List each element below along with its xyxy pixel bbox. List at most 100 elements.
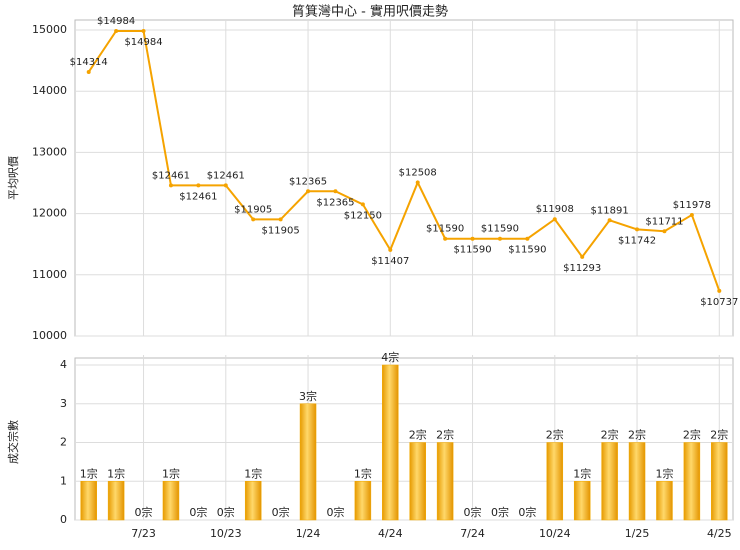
price-point: [360, 202, 365, 207]
price-point: [607, 218, 612, 223]
data-label: $12461: [152, 170, 190, 181]
price-point: [141, 28, 146, 33]
price-point: [251, 217, 256, 222]
data-label: 1宗: [107, 466, 125, 480]
bar: [683, 442, 701, 521]
price-point: [635, 227, 640, 232]
data-label: $11978: [673, 200, 711, 211]
data-label: $11711: [645, 216, 683, 227]
price-point: [689, 212, 694, 217]
bar: [354, 481, 372, 521]
data-label: 0宗: [272, 505, 290, 519]
y-tick-label: 0: [60, 513, 67, 526]
data-label: $12508: [399, 168, 437, 179]
data-label: $11891: [591, 205, 629, 216]
price-point: [388, 247, 393, 252]
price-point: [86, 69, 91, 74]
price-point: [223, 183, 228, 188]
bar: [656, 481, 673, 521]
data-label: $12150: [344, 210, 382, 221]
price-point: [278, 217, 283, 222]
y-tick-label: 3: [60, 397, 67, 410]
data-label: $14984: [124, 37, 162, 48]
price-point: [114, 28, 119, 33]
data-label: $12461: [179, 191, 217, 202]
y-tick-label: 12000: [32, 207, 67, 220]
bar: [601, 442, 618, 521]
data-label: $11590: [481, 224, 519, 235]
price-point: [497, 236, 502, 241]
data-label: $11407: [371, 256, 409, 267]
y-tick-label: 13000: [32, 145, 67, 158]
price-point: [443, 236, 448, 241]
price-point: [333, 189, 338, 194]
bar: [162, 481, 180, 521]
bar: [107, 481, 125, 521]
y-tick-label: 4: [60, 358, 67, 371]
data-label: 0宗: [491, 505, 509, 519]
bar: [244, 481, 262, 521]
data-label: 2宗: [710, 428, 728, 442]
x-tick-label: 1/25: [625, 527, 650, 540]
bar: [382, 364, 399, 521]
data-label: 1宗: [655, 466, 673, 480]
data-label: 4宗: [381, 350, 399, 364]
y-tick-label: 14000: [32, 84, 67, 97]
y-tick-label: 11000: [32, 268, 67, 281]
y-tick-label: 15000: [32, 23, 67, 36]
bar: [299, 403, 317, 521]
price-point: [470, 236, 475, 241]
bar: [80, 481, 97, 521]
data-label: 2宗: [409, 428, 427, 442]
data-label: 2宗: [628, 428, 646, 442]
price-point: [168, 183, 173, 188]
data-label: 0宗: [189, 505, 207, 519]
data-label: 0宗: [326, 505, 344, 519]
price-point: [580, 254, 585, 259]
data-label: 1宗: [244, 466, 262, 480]
x-tick-label: 7/24: [460, 527, 485, 540]
data-label: 0宗: [518, 505, 536, 519]
data-label: $11742: [618, 235, 656, 246]
data-label: 2宗: [436, 428, 454, 442]
x-tick-label: 1/24: [296, 527, 321, 540]
data-label: $11590: [426, 224, 464, 235]
bar: [711, 442, 728, 521]
bar: [546, 442, 564, 521]
y-axis-label: 成交宗數: [6, 420, 20, 464]
data-label: 2宗: [683, 428, 701, 442]
data-label: 2宗: [546, 428, 564, 442]
data-label: $12365: [316, 197, 354, 208]
chart-title: 筲箕灣中心 - 實用呎價走勢: [292, 4, 448, 20]
price-point: [662, 229, 667, 234]
x-tick-label: 7/23: [131, 527, 156, 540]
price-point: [525, 236, 530, 241]
data-label: $10737: [700, 297, 738, 308]
bar: [436, 442, 454, 521]
price-point: [717, 288, 722, 293]
data-label: $11905: [234, 204, 272, 215]
data-label: 1宗: [162, 466, 180, 480]
x-tick-label: 4/24: [378, 527, 403, 540]
data-label: 1宗: [354, 466, 372, 480]
x-tick-label: 10/24: [539, 527, 571, 540]
price-point: [552, 217, 557, 222]
x-tick-label: 10/23: [210, 527, 242, 540]
data-label: $12365: [289, 176, 327, 187]
y-tick-label: 2: [60, 436, 67, 449]
price-point: [306, 189, 311, 194]
data-label: $14984: [97, 16, 135, 27]
price-line: [87, 29, 721, 292]
data-label: $11293: [563, 263, 601, 274]
data-label: 0宗: [464, 505, 482, 519]
y-axis-label: 平均呎價: [6, 156, 20, 200]
bar: [409, 442, 426, 521]
data-label: $11590: [453, 245, 491, 256]
price-point: [415, 180, 420, 185]
data-label: 0宗: [217, 505, 235, 519]
data-label: 2宗: [601, 428, 619, 442]
data-label: 3宗: [299, 389, 317, 403]
data-label: $11908: [536, 204, 574, 215]
data-label: $11905: [262, 225, 300, 236]
